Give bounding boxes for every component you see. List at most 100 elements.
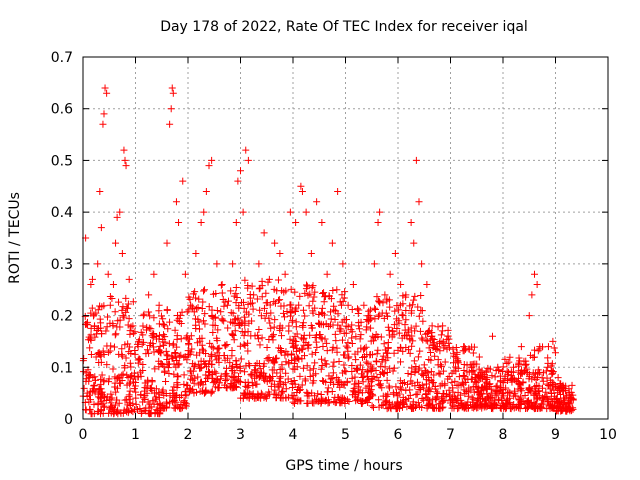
data-point [299, 323, 307, 331]
data-point [380, 314, 388, 322]
data-point [121, 341, 129, 349]
data-point [364, 367, 372, 375]
data-point [95, 393, 102, 401]
data-point [174, 361, 182, 369]
data-point [338, 291, 346, 299]
data-point [329, 286, 337, 294]
data-point [364, 360, 372, 368]
data-point [159, 386, 167, 394]
data-point [143, 346, 151, 354]
data-point [259, 371, 267, 379]
data-point [313, 198, 321, 206]
data-point [468, 363, 475, 371]
data-point [492, 401, 500, 409]
data-point [243, 383, 251, 391]
data-point [399, 300, 407, 308]
data-point [302, 208, 310, 216]
data-point [370, 372, 378, 380]
data-point [506, 389, 514, 397]
data-point [320, 298, 328, 306]
data-point [125, 348, 133, 356]
data-point [163, 356, 171, 364]
data-point [423, 404, 431, 412]
data-point [165, 369, 173, 377]
data-point [436, 370, 444, 378]
data-point [536, 343, 544, 351]
data-point [228, 352, 236, 360]
data-point [149, 397, 157, 405]
data-point [306, 331, 314, 339]
data-point [358, 399, 366, 407]
data-point [341, 367, 349, 375]
data-point [411, 327, 419, 335]
data-point [131, 328, 139, 336]
data-point [467, 401, 475, 409]
data-point [224, 354, 232, 362]
data-point [183, 308, 191, 316]
data-point [113, 396, 121, 404]
data-point [258, 334, 266, 342]
data-point [475, 385, 483, 393]
data-point [534, 347, 542, 355]
data-point [436, 361, 444, 369]
data-point [557, 390, 565, 398]
data-point [173, 316, 181, 324]
data-point [296, 292, 304, 300]
data-point [371, 315, 379, 323]
data-point [463, 361, 471, 369]
data-point [122, 308, 130, 316]
data-point [545, 382, 553, 390]
data-point [171, 349, 179, 357]
data-point [98, 371, 106, 379]
data-point [514, 385, 522, 393]
data-point [168, 84, 176, 92]
data-point [278, 361, 286, 369]
data-point [383, 312, 391, 320]
data-point [520, 357, 528, 365]
data-point [550, 344, 558, 352]
data-point [293, 388, 301, 396]
data-point [223, 340, 231, 348]
data-point [505, 394, 513, 402]
data-point [207, 389, 215, 397]
data-point [278, 387, 286, 395]
data-point [284, 350, 292, 358]
data-point [319, 377, 327, 385]
data-point [418, 403, 426, 411]
data-point [292, 318, 300, 326]
data-point [451, 377, 459, 385]
data-point [422, 391, 430, 399]
data-point [476, 391, 484, 399]
data-point [348, 340, 356, 348]
data-point [257, 312, 265, 320]
data-point [320, 289, 328, 297]
data-point [523, 403, 531, 411]
data-point [291, 341, 299, 349]
data-point [438, 362, 446, 370]
data-point [516, 405, 524, 413]
x-tick-label: 9 [551, 427, 560, 443]
data-point [241, 276, 249, 284]
data-point [544, 343, 552, 351]
data-point [265, 390, 273, 398]
data-point [271, 358, 279, 366]
data-point [229, 309, 237, 317]
data-point [283, 307, 291, 315]
data-point [95, 385, 103, 393]
data-point [117, 409, 125, 417]
data-point [323, 360, 331, 368]
data-point [245, 310, 253, 318]
data-point [265, 335, 273, 343]
data-point [445, 344, 453, 352]
x-tick-label: 3 [236, 427, 245, 443]
data-point [308, 284, 316, 292]
data-point [192, 324, 200, 332]
data-point [119, 370, 127, 378]
data-point [470, 343, 478, 351]
data-point [334, 393, 342, 401]
data-point [116, 316, 124, 324]
data-point [291, 399, 299, 407]
data-point [362, 358, 370, 366]
data-point [214, 326, 222, 334]
data-point [292, 337, 300, 345]
